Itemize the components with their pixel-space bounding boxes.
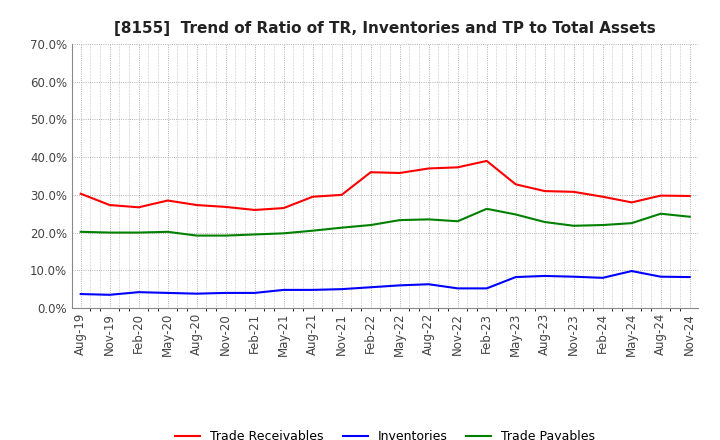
Line: Trade Payables: Trade Payables: [81, 209, 690, 235]
Inventories: [338, 286, 346, 292]
Trade Payables: [163, 229, 172, 235]
Trade Payables: [251, 232, 259, 237]
Trade Payables: [279, 231, 288, 236]
Trade Payables: [657, 211, 665, 216]
Trade Payables: [454, 219, 462, 224]
Inventories: [570, 274, 578, 279]
Legend: Trade Receivables, Inventories, Trade Payables: Trade Receivables, Inventories, Trade Pa…: [170, 425, 600, 440]
Trade Payables: [395, 217, 404, 223]
Trade Receivables: [395, 170, 404, 176]
Inventories: [192, 291, 201, 296]
Trade Receivables: [570, 189, 578, 194]
Trade Payables: [366, 222, 375, 227]
Trade Receivables: [482, 158, 491, 164]
Trade Receivables: [279, 205, 288, 211]
Trade Receivables: [511, 182, 520, 187]
Trade Payables: [105, 230, 114, 235]
Inventories: [598, 275, 607, 280]
Trade Payables: [76, 229, 85, 235]
Inventories: [251, 290, 259, 296]
Trade Payables: [338, 225, 346, 230]
Inventories: [163, 290, 172, 296]
Trade Receivables: [338, 192, 346, 198]
Trade Receivables: [308, 194, 317, 199]
Title: [8155]  Trend of Ratio of TR, Inventories and TP to Total Assets: [8155] Trend of Ratio of TR, Inventories…: [114, 21, 656, 36]
Trade Receivables: [598, 194, 607, 199]
Inventories: [541, 273, 549, 279]
Trade Payables: [598, 222, 607, 227]
Inventories: [135, 290, 143, 295]
Inventories: [76, 291, 85, 297]
Trade Receivables: [192, 202, 201, 208]
Trade Payables: [308, 228, 317, 233]
Trade Payables: [627, 220, 636, 226]
Trade Payables: [511, 212, 520, 217]
Trade Receivables: [366, 169, 375, 175]
Trade Payables: [570, 223, 578, 228]
Line: Inventories: Inventories: [81, 271, 690, 295]
Trade Payables: [685, 214, 694, 220]
Trade Receivables: [685, 193, 694, 198]
Inventories: [395, 283, 404, 288]
Trade Receivables: [424, 166, 433, 171]
Inventories: [454, 286, 462, 291]
Trade Receivables: [135, 205, 143, 210]
Inventories: [482, 286, 491, 291]
Trade Receivables: [251, 207, 259, 213]
Trade Payables: [482, 206, 491, 212]
Trade Receivables: [627, 200, 636, 205]
Inventories: [279, 287, 288, 293]
Trade Receivables: [657, 193, 665, 198]
Trade Payables: [541, 220, 549, 225]
Inventories: [308, 287, 317, 293]
Trade Receivables: [163, 198, 172, 203]
Inventories: [105, 292, 114, 297]
Trade Receivables: [221, 204, 230, 209]
Inventories: [221, 290, 230, 296]
Trade Receivables: [105, 202, 114, 208]
Trade Receivables: [541, 188, 549, 194]
Trade Payables: [424, 217, 433, 222]
Trade Payables: [221, 233, 230, 238]
Trade Payables: [192, 233, 201, 238]
Line: Trade Receivables: Trade Receivables: [81, 161, 690, 210]
Inventories: [366, 285, 375, 290]
Trade Receivables: [76, 191, 85, 196]
Trade Receivables: [454, 165, 462, 170]
Inventories: [424, 282, 433, 287]
Inventories: [657, 274, 665, 279]
Inventories: [511, 275, 520, 280]
Trade Payables: [135, 230, 143, 235]
Inventories: [685, 275, 694, 280]
Inventories: [627, 268, 636, 274]
